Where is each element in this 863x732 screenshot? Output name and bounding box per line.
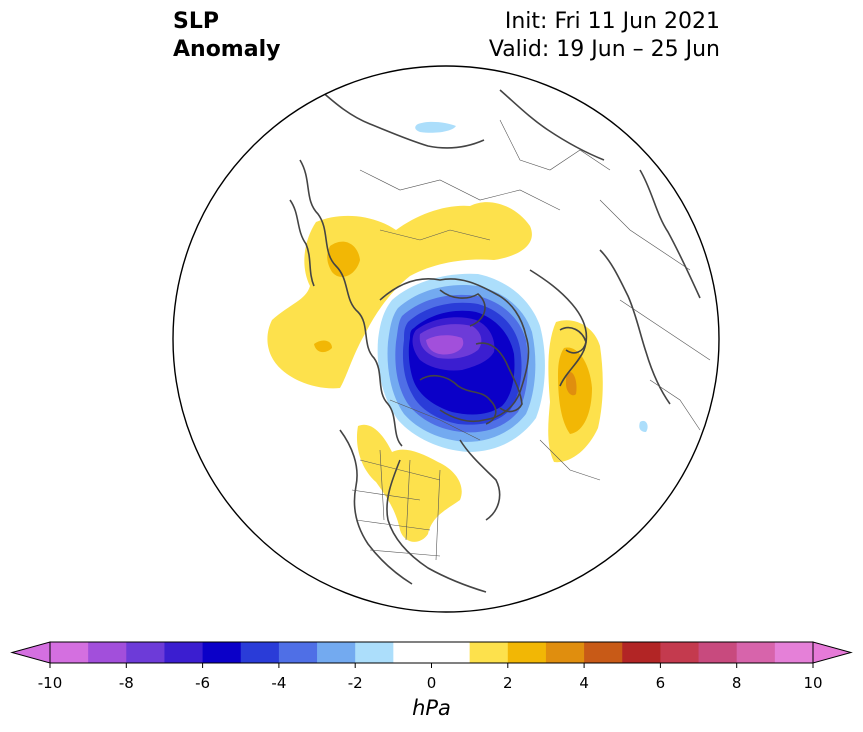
colorbar: -10 -8 -6 -4 -2 0 2 4 6 8 10: [10, 641, 853, 692]
colorbar-cell: [660, 642, 700, 663]
colorbar-cell: [584, 642, 623, 663]
colorbar-cell: [774, 642, 814, 663]
valid-range: Valid: 19 Jun – 25 Jun: [488, 37, 720, 62]
colorbar-cell: [317, 642, 356, 663]
map-title: SLP Anomaly: [173, 8, 280, 64]
positive-anomaly-us: [356, 424, 462, 542]
init-date: Init: Fri 11 Jun 2021: [504, 9, 720, 34]
colorbar-cell: [50, 642, 89, 663]
colorbar-tick-label: 4: [579, 674, 589, 692]
colorbar-tick-label: -2: [348, 674, 363, 692]
title-line-2: Anomaly: [173, 37, 281, 62]
colorbar-ticks: -10 -8 -6 -4 -2 0 2 4 6 8 10: [38, 663, 823, 692]
negative-anomaly-siberia: [415, 121, 456, 133]
polar-map: [172, 65, 720, 613]
colorbar-cell: [622, 642, 661, 663]
colorbar-tick-label: 10: [803, 674, 822, 692]
colorbar-cell: [164, 642, 204, 663]
colorbar-cells: [10, 641, 853, 664]
colorbar-cell: [88, 642, 127, 663]
colorbar-tick-label: 6: [656, 674, 666, 692]
colorbar-cell: [355, 642, 394, 663]
colorbar-tick-label: 2: [503, 674, 513, 692]
negative-anomaly-atlantic: [639, 420, 648, 432]
colorbar-tick-label: -6: [195, 674, 210, 692]
colorbar-cell: [736, 642, 776, 663]
colorbar-cell: [469, 642, 509, 663]
colorbar-unit-label: hPa: [412, 696, 451, 720]
colorbar-extend-low: [10, 641, 51, 664]
colorbar-tick-label: 0: [427, 674, 437, 692]
colorbar-cell: [431, 642, 471, 663]
colorbar-cell: [240, 642, 280, 663]
negative-anomaly-core: [426, 335, 464, 355]
colorbar-cell: [278, 642, 318, 663]
colorbar-cell: [393, 642, 432, 663]
positive-anomaly-small-core: [314, 340, 332, 353]
political-borders: [351, 119, 711, 561]
anomaly-field: [267, 89, 711, 593]
colorbar-tick-label: -8: [119, 674, 134, 692]
colorbar-cell: [202, 642, 242, 663]
globe-boundary: [172, 65, 720, 613]
title-line-1: SLP: [173, 9, 219, 34]
colorbar-tick-label: -4: [271, 674, 286, 692]
positive-anomaly-europe-strong: [566, 371, 577, 396]
colorbar-cell: [698, 642, 738, 663]
positive-anomaly-canada-core: [327, 241, 360, 277]
coastlines: [289, 89, 701, 593]
colorbar-cell: [545, 642, 585, 663]
colorbar-cell: [507, 642, 547, 663]
colorbar-tick-label: 8: [732, 674, 742, 692]
date-info: Init: Fri 11 Jun 2021 Valid: 19 Jun – 25…: [489, 8, 720, 64]
colorbar-cell: [126, 642, 165, 663]
colorbar-tick-label: -10: [38, 674, 63, 692]
colorbar-extend-high: [812, 641, 853, 664]
